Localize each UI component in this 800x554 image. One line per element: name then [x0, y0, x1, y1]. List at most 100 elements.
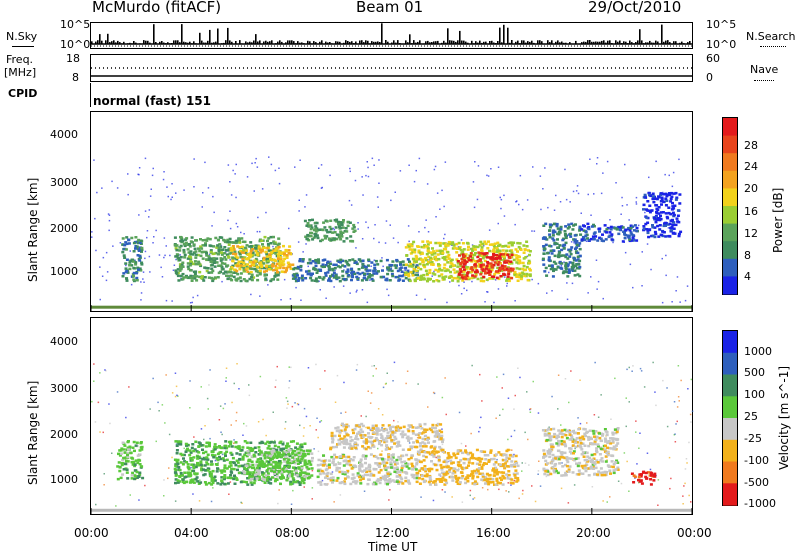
velocity-echo-5: [514, 476, 518, 480]
velocity-speckle: [174, 500, 177, 502]
velocity-echo-6: [565, 436, 569, 440]
velocity-echo-1: [191, 480, 195, 484]
velocity-echo-4: [409, 437, 413, 440]
power-speckle: [171, 183, 173, 185]
velocity-echo-1: [186, 463, 190, 466]
power-echo-5: [427, 255, 431, 259]
power-echo-4: [291, 277, 295, 280]
velocity-echo-1: [260, 462, 264, 465]
power-echo-4: [351, 258, 355, 261]
velocity-echo-5: [417, 452, 421, 455]
power-speckle: [256, 230, 259, 233]
power-echo-1: [226, 277, 230, 281]
velocity-echo-4: [383, 427, 387, 431]
power-echo-8: [604, 238, 608, 241]
power-echo-1: [254, 269, 258, 273]
power-speckle: [394, 191, 396, 193]
power-echo-8: [600, 239, 604, 242]
power-echo-7: [542, 247, 546, 250]
power-speckle: [563, 261, 565, 263]
power-echo-7: [572, 258, 576, 262]
power-echo-4: [391, 260, 395, 263]
velocity-echo-4: [370, 442, 374, 445]
velocity-echo-5: [462, 457, 466, 461]
power-speckle: [576, 185, 579, 187]
power-echo-3: [343, 230, 347, 233]
power-speckle: [487, 175, 490, 177]
velocity-speckle: [548, 426, 550, 428]
power-echo-8: [587, 238, 591, 242]
power-echo-9: [658, 224, 662, 227]
velocity-echo-3: [321, 464, 325, 467]
power-echo-5: [477, 263, 481, 266]
power-speckle: [427, 231, 430, 233]
power-echo-7: [548, 229, 551, 232]
velocity-echo-3: [385, 475, 389, 478]
power-echo-6: [456, 260, 460, 263]
velocity-echo-1: [195, 476, 199, 479]
velocity-echo-2: [260, 453, 264, 457]
velocity-echo-2: [259, 452, 262, 455]
velocity-echo-1: [243, 440, 247, 443]
velocity-echo-4: [409, 445, 413, 448]
velocity-echo-3: [411, 475, 415, 479]
power-echo-6: [476, 255, 480, 259]
power-echo-2: [234, 255, 238, 258]
power-echo-5: [482, 255, 486, 258]
power-echo-0: [134, 261, 138, 264]
power-echo-4: [350, 267, 354, 271]
power-echo-5: [479, 240, 483, 244]
power-echo-5: [423, 244, 427, 247]
velocity-speckle: [451, 496, 453, 498]
power-echo-7: [572, 224, 576, 227]
power-echo-2: [239, 264, 243, 267]
velocity-echo-1: [238, 453, 242, 456]
power-speckle: [294, 166, 296, 168]
power-echo-8: [617, 232, 621, 236]
velocity-echo-3: [322, 461, 326, 465]
velocity-echo-0: [138, 453, 142, 456]
power-echo-5: [491, 277, 495, 280]
velocity-echo-3: [338, 481, 342, 485]
power-echo-1: [192, 243, 196, 246]
power-echo-5: [484, 242, 488, 246]
power-echo-5: [444, 269, 448, 273]
velocity-echo-0: [132, 461, 136, 464]
power-echo-1: [182, 276, 186, 279]
power-echo-1: [264, 278, 268, 282]
power-echo-5: [487, 265, 491, 268]
velocity-echo-5: [436, 456, 440, 459]
power-speckle: [319, 289, 321, 291]
velocity-echo-1: [183, 460, 187, 463]
power-echo-1: [276, 243, 280, 247]
velocity-echo-4: [355, 443, 359, 447]
power-colorbar-segment: [723, 170, 737, 189]
power-echo-1: [182, 248, 186, 252]
velocity-echo-6: [543, 429, 547, 432]
velocity-echo-5: [451, 479, 455, 482]
power-speckle: [193, 186, 195, 188]
power-speckle: [441, 189, 443, 192]
velocity-echo-4: [383, 440, 387, 444]
velocity-echo-3: [374, 455, 378, 458]
power-echo-9: [642, 227, 646, 231]
power-echo-9: [672, 227, 676, 230]
velocity-echo-1: [259, 450, 263, 453]
power-speckle: [514, 300, 516, 302]
velocity-echo-3: [391, 479, 395, 482]
power-echo-4: [331, 267, 335, 271]
power-echo-5: [436, 253, 440, 256]
power-echo-2: [238, 246, 242, 249]
power-echo-1: [256, 247, 259, 250]
power-echo-7: [548, 223, 552, 226]
power-echo-7: [551, 237, 555, 240]
power-echo-4: [332, 263, 336, 266]
power-speckle: [116, 187, 119, 189]
velocity-echo-2: [257, 471, 261, 474]
velocity-echo-4: [407, 424, 411, 427]
velocity-echo-0: [133, 449, 136, 453]
velocity-speckle: [669, 487, 671, 490]
power-echo-8: [618, 225, 622, 229]
power-echo-7: [561, 271, 565, 275]
power-echo-4: [361, 259, 365, 262]
